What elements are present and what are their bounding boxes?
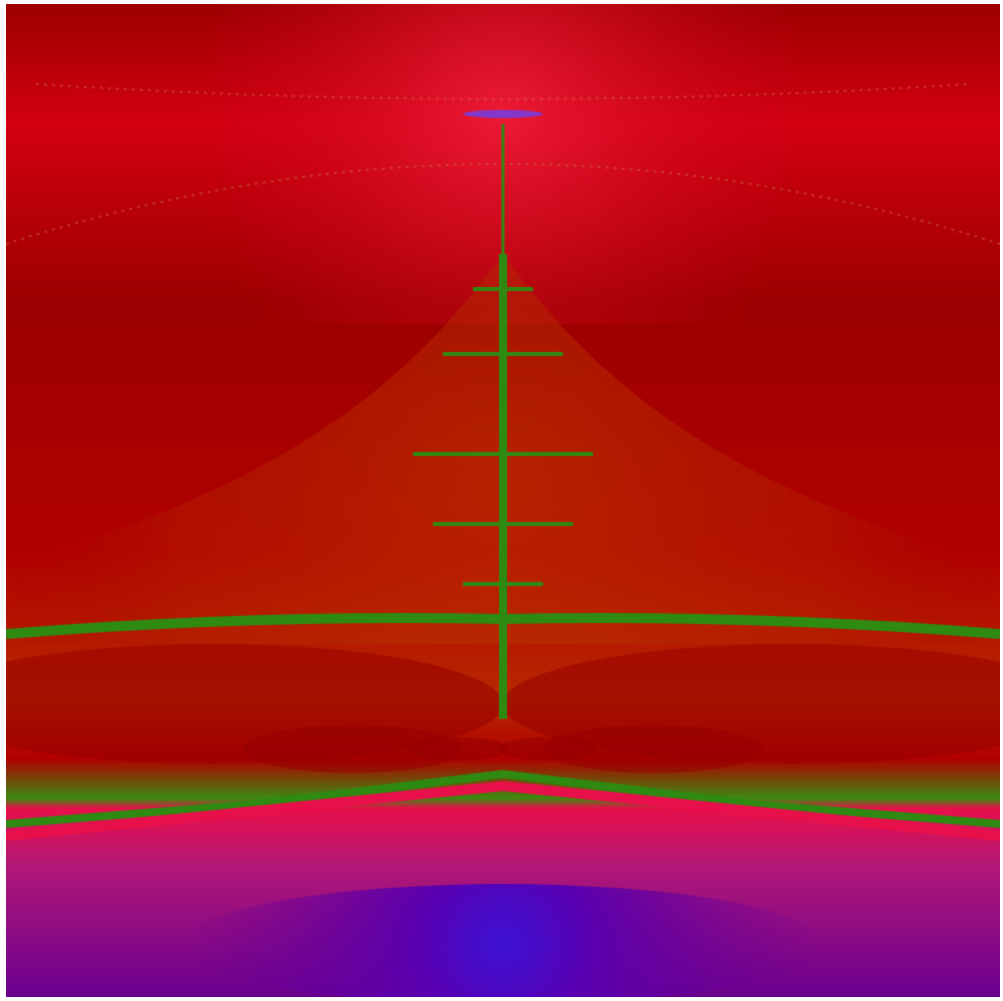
fractal-image: [6, 4, 1000, 997]
